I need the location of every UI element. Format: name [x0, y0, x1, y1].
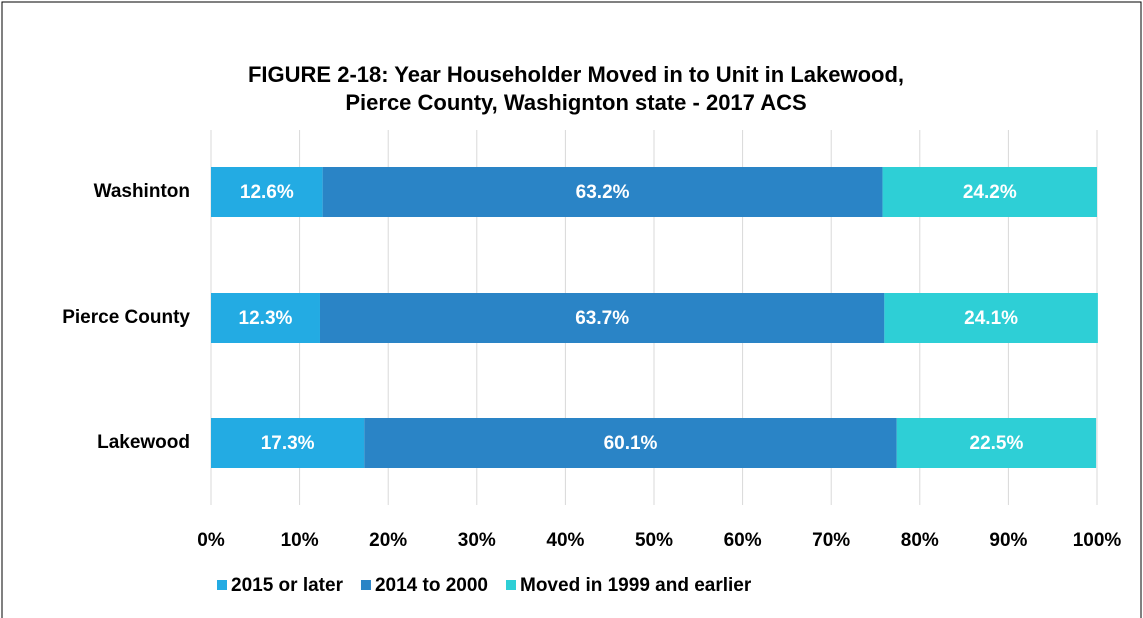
data-label: 12.6% — [240, 182, 294, 203]
x-tick-label: 20% — [369, 530, 407, 551]
bar-segment — [322, 167, 883, 217]
x-tick-label: 80% — [901, 530, 939, 551]
y-tick-label: Lakewood — [97, 432, 190, 453]
bar-segment — [884, 293, 1098, 343]
data-label: 22.5% — [970, 433, 1024, 454]
x-tick-label: 10% — [281, 530, 319, 551]
bar-segment — [211, 167, 323, 217]
legend-label: 2015 or later — [231, 575, 344, 596]
data-label: 12.3% — [239, 308, 293, 329]
data-label: 63.7% — [575, 308, 629, 329]
legend-swatch — [217, 580, 227, 590]
legend-label: Moved in 1999 and earlier — [520, 575, 752, 596]
chart-title: FIGURE 2-18: Year Householder Moved in t… — [248, 62, 904, 87]
y-tick-label: Washinton — [94, 181, 190, 202]
x-tick-label: 100% — [1073, 530, 1122, 551]
chart-title: Pierce County, Washignton state - 2017 A… — [345, 90, 806, 115]
data-label: 60.1% — [604, 433, 658, 454]
bar-segment — [882, 167, 1097, 217]
bar-segment — [319, 293, 885, 343]
x-tick-label: 40% — [546, 530, 584, 551]
legend-swatch — [506, 580, 516, 590]
x-tick-label: 70% — [812, 530, 850, 551]
x-tick-label: 60% — [724, 530, 762, 551]
bar-segment — [896, 418, 1097, 468]
data-label: 24.1% — [964, 308, 1018, 329]
data-label: 63.2% — [576, 182, 630, 203]
x-tick-label: 0% — [197, 530, 225, 551]
bar-segment — [364, 418, 897, 468]
legend-swatch — [360, 580, 371, 590]
bar-segment — [211, 293, 320, 343]
data-label: 17.3% — [261, 433, 315, 454]
x-tick-label: 30% — [458, 530, 496, 551]
data-label: 24.2% — [963, 182, 1017, 203]
bar-segment — [211, 418, 365, 468]
x-tick-label: 50% — [635, 530, 673, 551]
y-tick-label: Pierce County — [62, 307, 190, 328]
legend-label: 2014 to 2000 — [375, 575, 488, 596]
x-tick-label: 90% — [989, 530, 1027, 551]
